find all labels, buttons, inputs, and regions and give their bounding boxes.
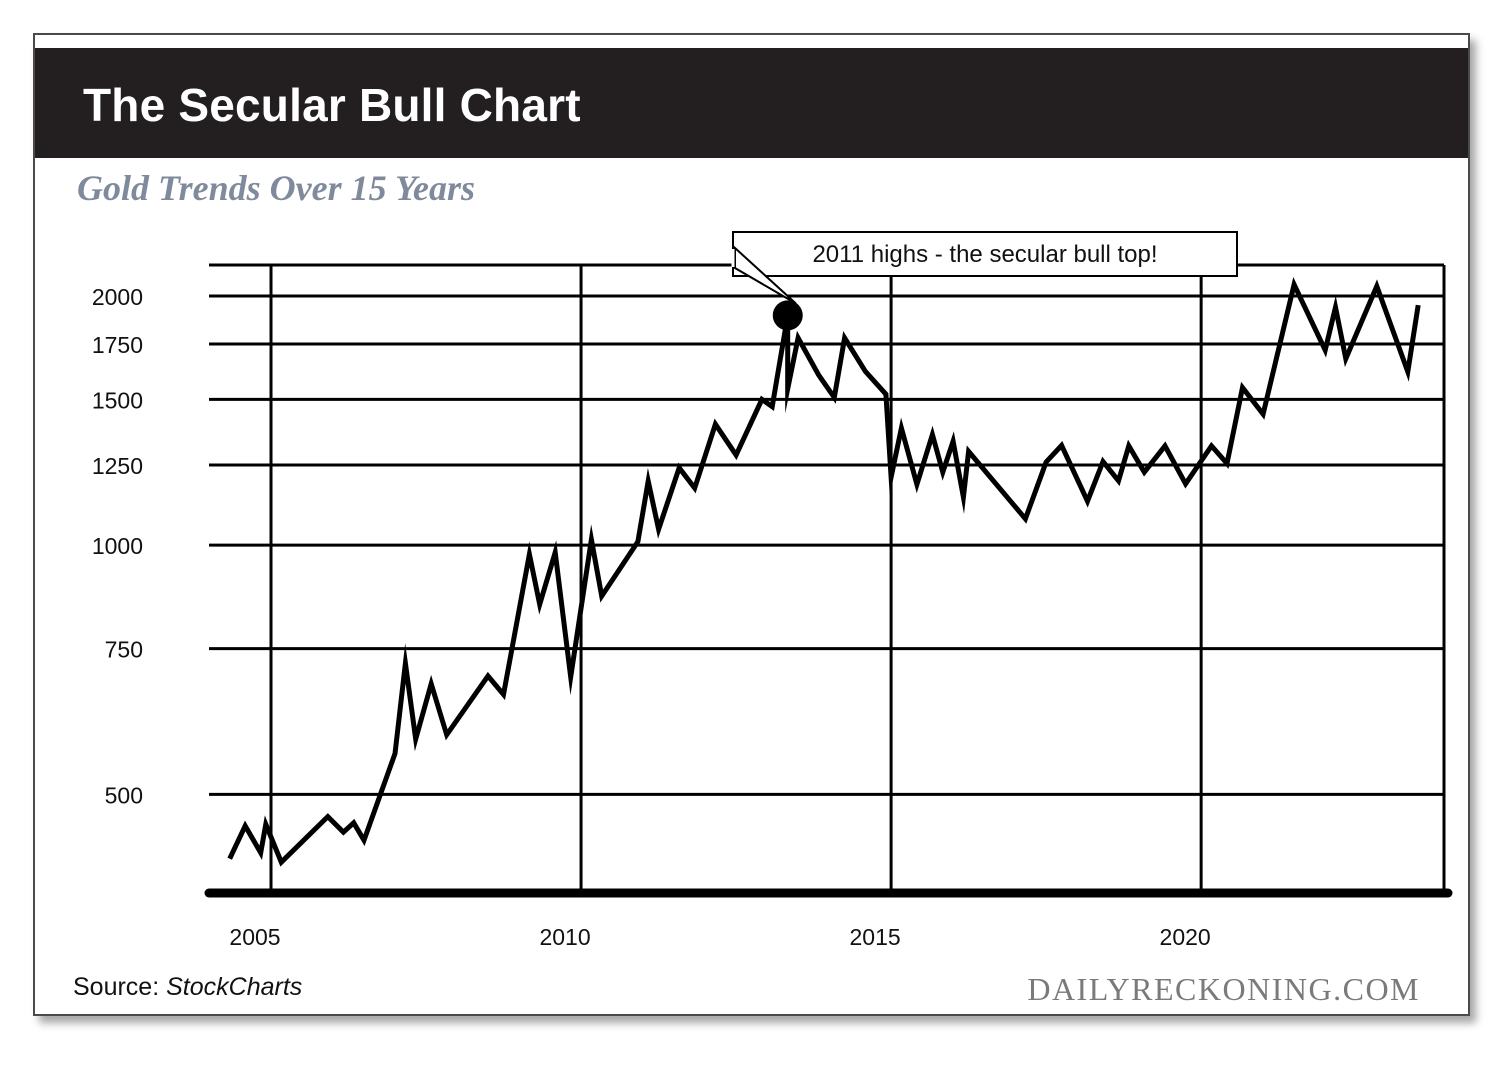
chart-card: The Secular Bull Chart Gold Trends Over … [33, 33, 1470, 1016]
source-name: StockCharts [166, 973, 303, 1001]
peak-marker [772, 300, 803, 331]
horizontal-gridlines [209, 263, 1444, 796]
y-tick-label-500: 500 [105, 782, 143, 808]
source-credit: Source: StockCharts [73, 973, 302, 1002]
title-banner: The Secular Bull Chart [35, 48, 1468, 158]
y-tick-label-1000: 1000 [92, 533, 143, 559]
x-tick-label-2020: 2020 [1160, 924, 1211, 950]
y-tick-label-1500: 1500 [92, 387, 143, 413]
vertical-gridlines [269, 265, 1446, 893]
y-tick-label-750: 750 [105, 637, 143, 663]
y-tick-label-1750: 1750 [92, 332, 143, 358]
chart-subtitle: Gold Trends Over 15 Years [77, 168, 475, 208]
y-tick-labels: 500 750 1000 1250 1500 1750 2000 [92, 284, 143, 808]
y-tick-label-2000: 2000 [92, 284, 143, 310]
brand-wordmark: DAILYRECKONING.COM [1027, 971, 1420, 1007]
annotation-text: 2011 highs - the secular bull top! [812, 241, 1157, 268]
source-label: Source: [73, 973, 160, 1001]
x-tick-labels: 2005 2010 2015 2020 [229, 924, 1210, 950]
series-line-gold [227, 277, 1421, 867]
x-tick-label-2015: 2015 [850, 924, 901, 950]
chart-title: The Secular Bull Chart [83, 79, 581, 131]
y-tick-label-1250: 1250 [92, 453, 143, 479]
annotation-pointer [734, 245, 797, 305]
series-layer [204, 277, 1453, 898]
x-tick-label-2005: 2005 [229, 924, 280, 950]
annotation-layer: 2011 highs - the secular bull top! [731, 231, 1238, 331]
x-tick-label-2010: 2010 [539, 924, 590, 950]
